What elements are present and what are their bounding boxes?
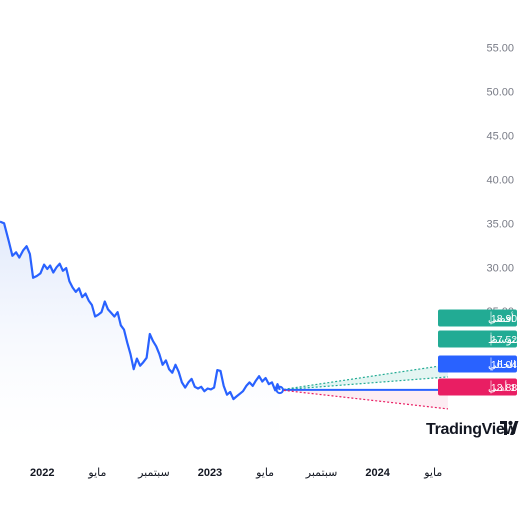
- x-tick-label: 2023: [198, 467, 222, 479]
- forecast-tag-value: 18.90: [491, 313, 517, 325]
- forecast-tag-label: +9.20% متوسط: [488, 334, 520, 346]
- price-line[interactable]: [0, 220, 281, 401]
- forecast-line-high: [279, 364, 449, 391]
- x-tick-label: سبتمبر: [305, 467, 338, 479]
- x-tick-label: مايو: [423, 467, 442, 479]
- x-tick-label: مايو: [87, 467, 106, 479]
- y-tick-label: 40.00: [486, 174, 514, 186]
- forecast-tag-value: 17.52: [491, 334, 517, 346]
- forecast-tag-label: +17.83% أقصى: [488, 311, 520, 325]
- forecast-line-avg: [279, 376, 448, 391]
- forecast-line-low: [279, 389, 449, 410]
- forecast-tag-label: الاشتراك الحالي: [488, 359, 520, 371]
- y-tick-label: 55.00: [486, 43, 514, 55]
- y-tick-label: 35.00: [486, 218, 514, 230]
- y-tick-label: 45.00: [486, 130, 514, 142]
- forecast-tag-value: 13.88: [491, 382, 517, 394]
- tradingview-wordmark: TradingView: [426, 421, 518, 438]
- y-tick-label: 50.00: [486, 87, 514, 99]
- x-axis: 2022 مايو سبتمبر 2023 مايو سبتمبر 2024 مايو: [30, 467, 442, 479]
- forecast-tag-value: 16.04: [491, 359, 517, 371]
- x-tick-label: 2022: [30, 467, 54, 479]
- tradingview-brand[interactable]: TradingView: [426, 420, 519, 438]
- price-area-fill: [0, 221, 280, 443]
- tradingview-logo-icon: [500, 420, 519, 435]
- x-tick-label: مايو: [255, 467, 274, 479]
- x-tick-label: 2024: [365, 467, 390, 479]
- x-tick-label: سبتمبر: [137, 467, 170, 479]
- forecast-tag-label: −13.47% أدنى: [488, 380, 520, 394]
- y-tick-label: 30.00: [486, 262, 514, 274]
